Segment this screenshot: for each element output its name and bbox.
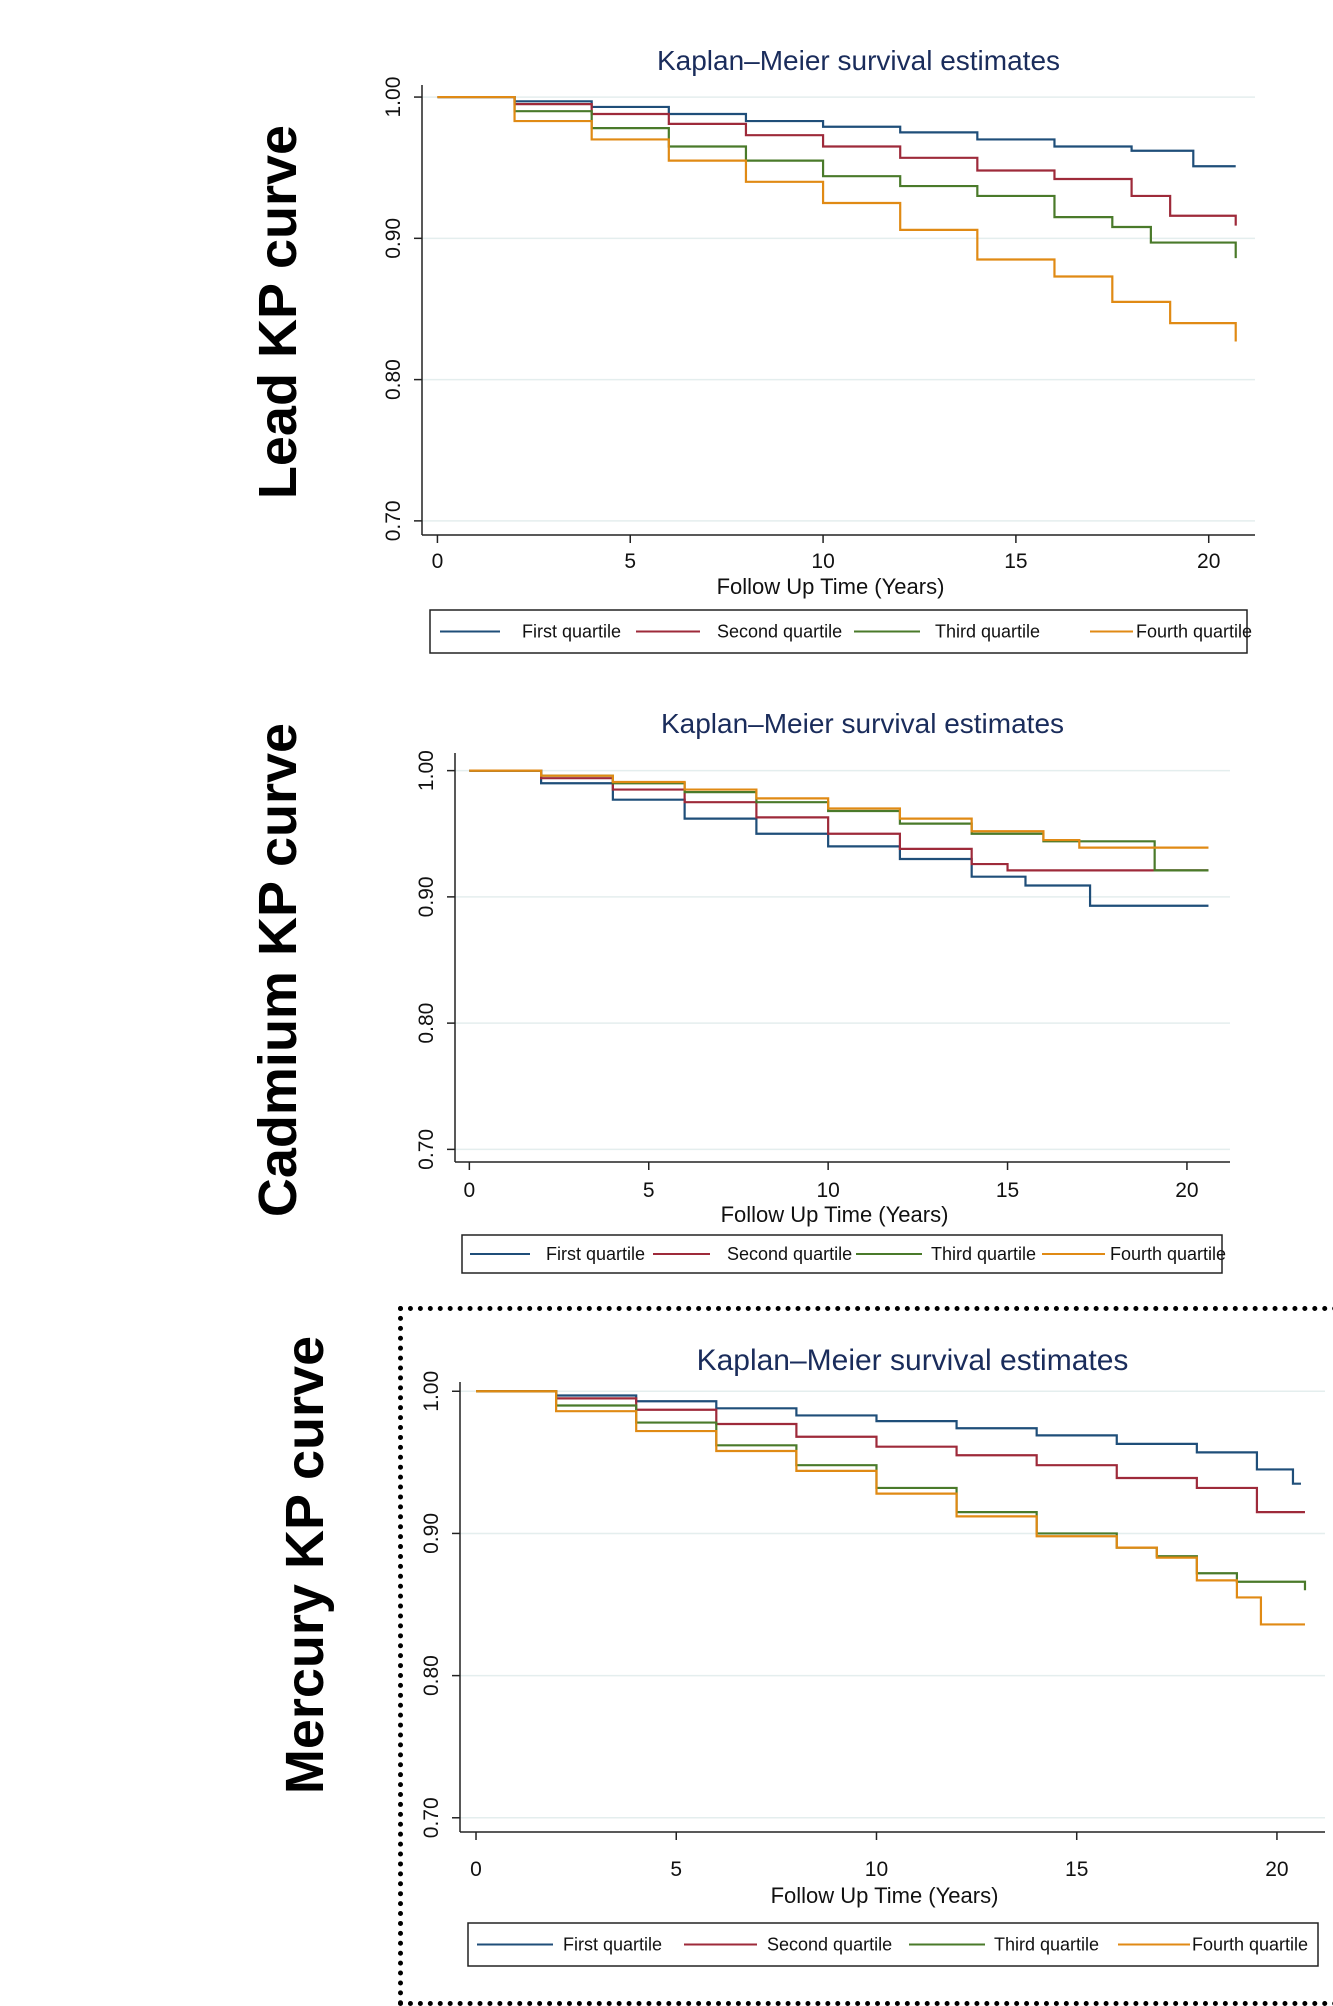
- legend-label: Fourth quartile: [1192, 1935, 1308, 1955]
- legend-label: First quartile: [522, 622, 621, 642]
- x-tick-label: 0: [470, 1858, 482, 1881]
- y-tick-label: 0.80: [415, 1003, 438, 1044]
- x-tick-label: 0: [464, 1179, 476, 1202]
- x-tick-label: 20: [1175, 1179, 1198, 1202]
- y-tick-label: 0.90: [420, 1513, 443, 1554]
- x-tick-label: 15: [1004, 550, 1027, 573]
- y-tick-label: 1.00: [415, 750, 438, 791]
- x-tick-label: 5: [670, 1858, 682, 1881]
- legend-label: Third quartile: [931, 1244, 1036, 1264]
- km-curve-first-quartile: [437, 95, 1236, 168]
- y-tick-label: 0.70: [420, 1797, 443, 1838]
- km-curve-second-quartile: [476, 1390, 1305, 1514]
- legend-label: Third quartile: [994, 1935, 1099, 1955]
- km-curve-first-quartile: [469, 769, 1209, 907]
- x-axis-label: Follow Up Time (Years): [717, 574, 945, 599]
- x-tick-label: 20: [1265, 1858, 1288, 1881]
- x-tick-label: 15: [1065, 1858, 1088, 1881]
- x-tick-label: 5: [643, 1179, 655, 1202]
- km-curve-fourth-quartile: [469, 769, 1209, 849]
- x-tick-label: 20: [1197, 550, 1220, 573]
- y-tick-label: 1.00: [420, 1371, 443, 1412]
- chart-title: Kaplan–Meier survival estimates: [661, 708, 1064, 739]
- km-curve-third-quartile: [469, 769, 1209, 872]
- chart-title: Kaplan–Meier survival estimates: [697, 1344, 1129, 1377]
- y-tick-label: 0.70: [415, 1129, 438, 1170]
- y-tick-label: 0.90: [415, 876, 438, 917]
- legend-label: Fourth quartile: [1136, 622, 1252, 642]
- legend-label: Fourth quartile: [1110, 1244, 1226, 1264]
- x-axis-label: Follow Up Time (Years): [721, 1202, 949, 1227]
- x-tick-label: 5: [624, 550, 636, 573]
- y-tick-label: 0.70: [382, 500, 405, 541]
- legend-label: Second quartile: [717, 622, 842, 642]
- legend-label: Third quartile: [935, 622, 1040, 642]
- x-tick-label: 15: [996, 1179, 1019, 1202]
- x-tick-label: 10: [811, 550, 834, 573]
- lead-km-chart: Kaplan–Meier survival estimates 1.00 0.90 0…: [382, 45, 1255, 654]
- x-tick-label: 0: [432, 550, 444, 573]
- y-tick-label: 0.80: [420, 1655, 443, 1696]
- chart-title: Kaplan–Meier survival estimates: [657, 45, 1060, 76]
- km-curve-fourth-quartile: [476, 1390, 1305, 1626]
- mercury-km-chart: Kaplan–Meier survival estimates 1.00 0.90 0…: [420, 1344, 1325, 1967]
- x-axis-label: Follow Up Time (Years): [771, 1883, 999, 1908]
- y-tick-label: 0.80: [382, 359, 405, 400]
- x-tick-label: 10: [816, 1179, 839, 1202]
- y-tick-label: 1.00: [382, 77, 405, 118]
- km-curve-second-quartile: [437, 95, 1237, 226]
- legend-label: First quartile: [546, 1244, 645, 1264]
- legend-label: Second quartile: [767, 1935, 892, 1955]
- legend-label: Second quartile: [727, 1244, 852, 1264]
- km-curve-fourth-quartile: [437, 95, 1237, 342]
- legend-label: First quartile: [563, 1935, 662, 1955]
- km-curve-second-quartile: [469, 769, 1209, 872]
- x-tick-label: 10: [865, 1858, 888, 1881]
- cadmium-km-chart: Kaplan–Meier survival estimates 1.00 0.90 0…: [415, 708, 1230, 1274]
- y-tick-label: 0.90: [382, 218, 405, 259]
